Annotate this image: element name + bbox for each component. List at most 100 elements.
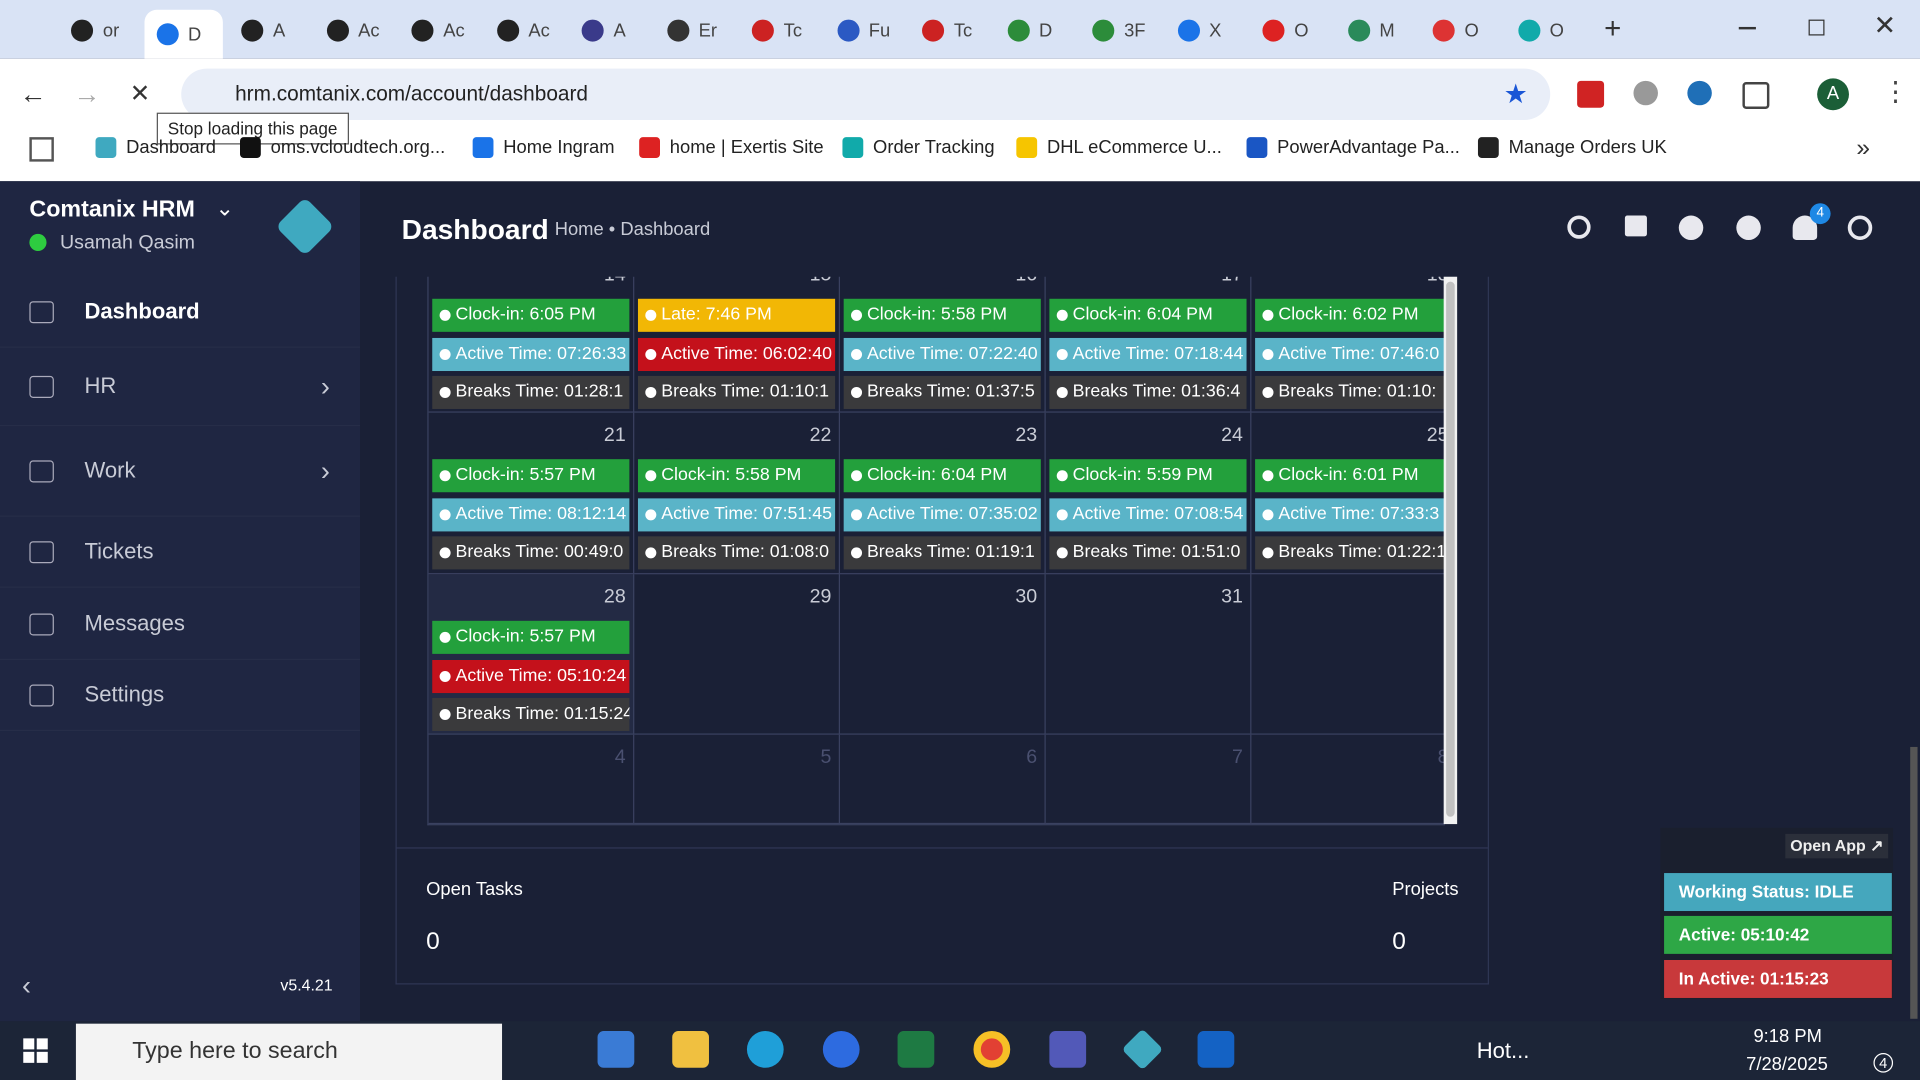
extension[interactable] xyxy=(1633,80,1658,106)
time-entry[interactable]: Active Time: 07:46:0 xyxy=(1255,337,1445,371)
bookmark[interactable]: Dashboard xyxy=(95,137,216,158)
day-cell[interactable]: 5 xyxy=(634,734,841,825)
day-cell[interactable]: 31 xyxy=(1045,574,1252,735)
tab[interactable]: A xyxy=(229,10,307,52)
day-cell[interactable]: 18 Clock-in: 6:02 PM Active Time: 07:46:0 B… xyxy=(1251,277,1445,413)
time-entry[interactable]: Breaks Time: 01:10:1 xyxy=(637,375,836,409)
tab[interactable]: M xyxy=(1335,10,1413,52)
bookmark[interactable]: oms.vcloudtech.org... xyxy=(240,137,445,158)
add-icon[interactable] xyxy=(1736,215,1761,241)
nav-label[interactable]: Tickets xyxy=(84,538,154,564)
clock-time[interactable]: 9:18 PM xyxy=(1753,1026,1822,1047)
time-entry[interactable]: Active Time: 07:33:3 xyxy=(1255,497,1445,531)
time-entry[interactable]: Clock-in: 5:58 PM xyxy=(843,298,1041,332)
time-entry[interactable]: Clock-in: 5:57 PM xyxy=(432,459,630,493)
day-cell[interactable]: 7 xyxy=(1045,734,1252,825)
nav-item[interactable]: Work › xyxy=(0,426,361,517)
day-cell[interactable]: 6 xyxy=(840,734,1046,825)
omnibox[interactable] xyxy=(181,68,1551,121)
tab[interactable]: Ac xyxy=(314,10,392,52)
restore[interactable] xyxy=(1808,19,1825,36)
time-entry[interactable]: Active Time: 07:18:44 xyxy=(1049,337,1247,371)
nav-item[interactable]: HR › xyxy=(0,348,361,427)
time-entry[interactable]: Active Time: 07:51:45 xyxy=(637,497,836,531)
time-entry[interactable]: Active Time: 08:12:14 xyxy=(432,497,630,531)
time-entry[interactable]: Breaks Time: 01:28:1 xyxy=(432,375,630,409)
start[interactable] xyxy=(23,1038,48,1063)
extension[interactable] xyxy=(1577,80,1605,108)
tab-title[interactable]: D xyxy=(1038,20,1053,42)
tab[interactable]: D xyxy=(143,9,223,59)
extension[interactable] xyxy=(1687,80,1712,106)
nav-label[interactable]: HR xyxy=(84,373,117,398)
nav-item[interactable]: Messages xyxy=(0,589,361,661)
day-cell[interactable]: 21 Clock-in: 5:57 PM Active Time: 08:12:14… xyxy=(428,412,635,575)
app-icon[interactable] xyxy=(597,1031,635,1068)
app-icon[interactable] xyxy=(822,1031,860,1068)
time-entry[interactable]: Clock-in: 6:01 PM xyxy=(1255,459,1445,493)
bookmark[interactable]: Manage Orders UK xyxy=(1477,137,1667,158)
time-entry[interactable]: Clock-in: 5:57 PM xyxy=(432,620,630,654)
app-icon[interactable] xyxy=(897,1031,935,1068)
tab[interactable]: Tc xyxy=(740,10,818,52)
tab-title[interactable]: A xyxy=(273,20,286,42)
tab-title[interactable]: Ac xyxy=(528,20,550,42)
tab-title[interactable]: or xyxy=(102,20,120,42)
nav-item[interactable]: Settings xyxy=(0,660,361,732)
apps[interactable] xyxy=(29,137,54,162)
collapse[interactable]: ‹ xyxy=(22,969,32,1001)
tab-title[interactable]: O xyxy=(1294,20,1309,42)
bookmark[interactable]: Home Ingram xyxy=(472,137,615,158)
search-box[interactable] xyxy=(75,1023,503,1080)
nav-label[interactable]: Settings xyxy=(84,682,165,707)
notes-icon[interactable] xyxy=(1624,215,1647,237)
nav-label[interactable]: Work xyxy=(84,457,136,483)
app-icon[interactable] xyxy=(1197,1031,1235,1068)
bookmark-label[interactable]: home | Exertis Site xyxy=(669,137,824,158)
more-bookmarks[interactable]: » xyxy=(1856,134,1870,162)
time-entry[interactable]: Clock-in: 6:02 PM xyxy=(1255,298,1445,332)
day-cell[interactable]: 15 Late: 7:46 PM Active Time: 06:02:40 Brea… xyxy=(634,276,841,413)
time-entry[interactable]: Clock-in: 5:59 PM xyxy=(1049,459,1247,493)
app-icon[interactable] xyxy=(746,1031,784,1068)
new-tab[interactable]: + xyxy=(1604,12,1622,46)
tab[interactable]: D xyxy=(995,10,1073,52)
minimize[interactable] xyxy=(1738,26,1756,29)
clock-date[interactable]: 7/28/2025 xyxy=(1746,1054,1828,1076)
weather[interactable]: Hot... xyxy=(1476,1038,1530,1063)
nav-label[interactable]: Messages xyxy=(84,611,185,636)
nav-label[interactable]: Dashboard xyxy=(84,298,200,324)
bookmark-label[interactable]: oms.vcloudtech.org... xyxy=(270,137,446,158)
day-cell[interactable] xyxy=(1251,574,1445,735)
tab-title[interactable]: D xyxy=(187,23,202,45)
tab-title[interactable]: X xyxy=(1209,20,1222,42)
bookmark[interactable]: Order Tracking xyxy=(842,137,995,158)
time-entry[interactable]: Clock-in: 6:05 PM xyxy=(432,298,630,332)
extensions[interactable] xyxy=(1742,82,1770,109)
time-entry[interactable]: Breaks Time: 01:22:1 xyxy=(1255,536,1445,570)
back[interactable]: ← xyxy=(19,78,47,109)
crumb[interactable]: Home xyxy=(554,219,604,241)
day-cell[interactable]: 14 Clock-in: 6:05 PM Active Time: 07:26:33… xyxy=(428,276,635,413)
tab[interactable]: X xyxy=(1165,10,1243,52)
time-entry[interactable]: Breaks Time: 01:08:0 xyxy=(637,536,836,570)
brand-dropdown[interactable]: ⌄ xyxy=(215,195,234,221)
profile[interactable]: A xyxy=(1817,78,1849,111)
day-cell[interactable]: 28 Clock-in: 5:57 PM Active Time: 05:10:24… xyxy=(428,574,635,735)
nav-item[interactable]: Dashboard xyxy=(0,277,361,348)
tab-title[interactable]: Ac xyxy=(358,20,380,42)
time-entry[interactable]: Breaks Time: 01:19:1 xyxy=(843,536,1041,570)
time-entry[interactable]: Breaks Time: 01:36:4 xyxy=(1049,375,1247,409)
tab[interactable]: or xyxy=(59,10,137,52)
day-cell[interactable]: 30 xyxy=(840,574,1046,735)
time-entry[interactable]: Clock-in: 6:04 PM xyxy=(843,459,1041,493)
power-icon[interactable] xyxy=(1847,215,1873,241)
tab[interactable]: 3F xyxy=(1080,10,1158,52)
day-cell[interactable]: 16 Clock-in: 5:58 PM Active Time: 07:22:40… xyxy=(840,276,1046,413)
tab-title[interactable]: O xyxy=(1549,20,1564,42)
time-entry[interactable]: Active Time: 07:26:33 xyxy=(432,337,630,371)
bookmark-label[interactable]: PowerAdvantage Pa... xyxy=(1277,137,1460,158)
day-cell[interactable]: 22 Clock-in: 5:58 PM Active Time: 07:51:45… xyxy=(634,412,841,575)
time-entry[interactable]: Active Time: 05:10:24 xyxy=(432,659,630,693)
close[interactable]: ✕ xyxy=(1873,9,1897,41)
